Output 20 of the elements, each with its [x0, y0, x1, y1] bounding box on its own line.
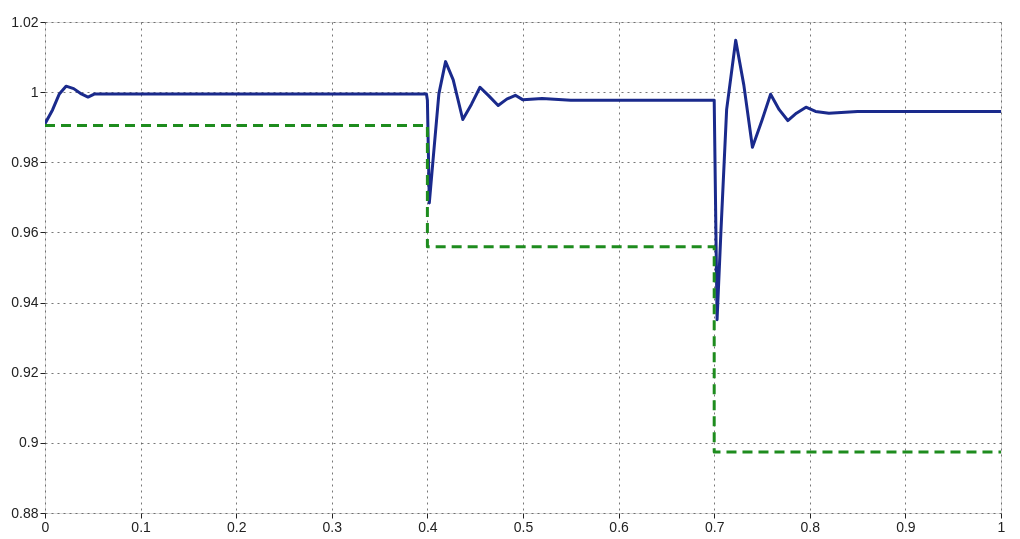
x-tick-label: 0.1	[131, 518, 152, 535]
y-tick-label: 0.98	[11, 153, 39, 170]
x-tick-label: 0.2	[226, 518, 247, 535]
y-tick-label: 0.88	[11, 504, 39, 521]
y-tick-label: 0.9	[19, 434, 39, 451]
y-tick-label: 0.96	[11, 223, 39, 240]
line-series	[45, 38, 1001, 322]
y-tick-label: 1.02	[11, 13, 39, 30]
y-tick-label: 0.92	[11, 364, 39, 381]
x-tick-label: 0.3	[322, 518, 343, 535]
y-tick-label: 1	[30, 83, 39, 100]
x-tick-label: 1	[997, 518, 1006, 535]
x-tick-label: 0.6	[609, 518, 630, 535]
x-tick-label: 0.7	[704, 518, 725, 535]
x-tick-label: 0.5	[513, 518, 534, 535]
x-tick-label: 0.4	[418, 518, 438, 535]
x-tick-label: 0.8	[800, 518, 821, 535]
y-tick-label: 0.94	[11, 294, 39, 311]
x-tick-label: 0.9	[896, 518, 916, 535]
x-tick-label: 0	[41, 518, 50, 535]
